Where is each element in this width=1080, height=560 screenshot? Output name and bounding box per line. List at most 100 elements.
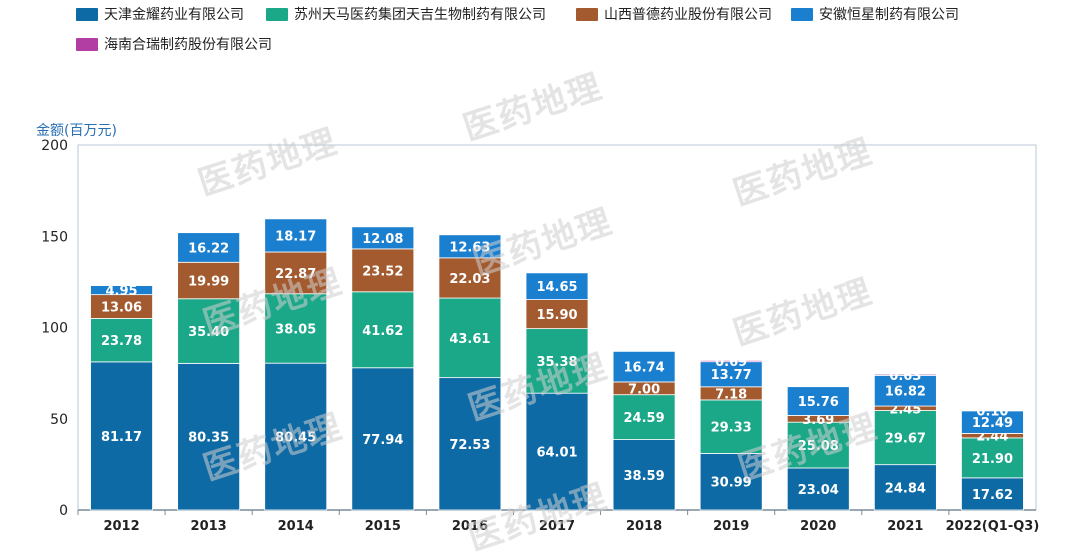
- y-tick-label: 200: [41, 138, 68, 154]
- y-tick-label: 50: [50, 412, 68, 428]
- bar-segment: [264, 218, 328, 253]
- data-label: 14.65: [536, 280, 577, 295]
- bar-segment: [525, 272, 589, 300]
- bar-segment: [786, 421, 850, 469]
- data-label: 12.49: [972, 416, 1013, 431]
- data-label: 16.22: [188, 241, 229, 256]
- y-tick-label: 0: [59, 503, 68, 519]
- x-tick-label: 2014: [278, 519, 314, 534]
- bar-segment: [699, 361, 763, 388]
- data-label: 29.33: [711, 421, 752, 436]
- bar-segment: [351, 226, 415, 250]
- bar-segment: [961, 410, 1024, 412]
- data-label: 12.63: [449, 240, 490, 255]
- bar-segment: [351, 291, 415, 369]
- data-label: 13.77: [711, 368, 752, 383]
- data-label: 13.06: [101, 301, 142, 316]
- bar-segment: [264, 251, 328, 295]
- legend-label: 安徽恒星制药有限公司: [819, 7, 959, 23]
- data-label: 7.00: [628, 382, 660, 397]
- legend-swatch: [76, 7, 98, 21]
- bar-segment: [525, 328, 589, 394]
- bar-segment: [90, 318, 153, 363]
- y-tick-label: 100: [41, 321, 68, 337]
- bar-segment: [438, 297, 502, 379]
- data-label: 4.95: [106, 284, 138, 299]
- stacked-bar-chart: 0 50 100 150 200 2012 81.17 23.78 13.06 4.95 2013 8…: [41, 138, 1040, 534]
- data-label: 64.01: [536, 446, 577, 461]
- data-label: 12.08: [362, 232, 403, 247]
- bar-segment: [786, 467, 850, 511]
- data-label: 38.05: [275, 322, 316, 337]
- legend-item[interactable]: 山西普德药业股份有限公司: [576, 4, 772, 24]
- data-label: 41.62: [362, 324, 403, 339]
- data-label: 25.08: [798, 439, 839, 454]
- bar-segment: [351, 248, 415, 293]
- x-tick-label: 2015: [365, 519, 401, 534]
- data-label: 35.40: [188, 325, 229, 340]
- legend-swatch: [576, 7, 598, 21]
- data-label: 3.69: [802, 413, 834, 428]
- data-label: 77.94: [362, 433, 403, 448]
- data-label: 30.99: [711, 476, 752, 491]
- x-tick-label: 2018: [626, 519, 662, 534]
- bar-segment: [699, 399, 763, 454]
- x-tick-label: 2021: [887, 519, 923, 534]
- data-label: 38.59: [624, 469, 665, 484]
- bar-segment: [699, 360, 763, 363]
- bar-segment: [90, 285, 153, 296]
- legend-label: 山西普德药业股份有限公司: [604, 7, 772, 23]
- x-tick-label: 2017: [539, 519, 575, 534]
- data-label: 0.63: [889, 369, 921, 384]
- bar-segment: [961, 477, 1024, 511]
- bar-segment: [612, 350, 676, 383]
- bar-segment: [177, 261, 241, 300]
- data-label: 0.69: [715, 355, 747, 370]
- bar-segment: [351, 367, 415, 511]
- legend-swatch: [76, 37, 98, 51]
- data-label: 22.87: [275, 267, 316, 282]
- data-label: 35.38: [536, 355, 577, 370]
- data-label: 80.45: [275, 431, 316, 446]
- data-label: 15.76: [798, 395, 839, 410]
- data-label: 0.10: [976, 405, 1008, 420]
- legend-label: 苏州天马医药集团天吉生物制药有限公司: [294, 7, 546, 23]
- bar-segment: [786, 386, 850, 416]
- x-tick-label: 2012: [103, 519, 139, 534]
- data-label: 23.78: [101, 334, 142, 349]
- bar-segment: [699, 453, 763, 511]
- bar-segment: [873, 373, 937, 376]
- data-label: 24.59: [624, 411, 665, 426]
- legend-item[interactable]: 苏州天马医药集团天吉生物制药有限公司: [266, 4, 546, 24]
- data-label: 16.82: [885, 385, 926, 400]
- legend-label: 海南合瑞制药股份有限公司: [104, 37, 272, 53]
- data-label: 23.52: [362, 264, 403, 279]
- data-label: 22.03: [449, 272, 490, 287]
- data-label: 19.99: [188, 275, 229, 290]
- bar-segment: [438, 257, 502, 299]
- legend-item[interactable]: 天津金耀药业有限公司: [76, 4, 244, 24]
- data-label: 43.61: [449, 332, 490, 347]
- bar-segment: [177, 298, 241, 364]
- legend-label: 天津金耀药业有限公司: [104, 7, 244, 23]
- data-label: 72.53: [449, 438, 490, 453]
- bar-segment: [525, 392, 589, 511]
- bar-segment: [612, 394, 676, 440]
- bar-segment: [177, 232, 241, 263]
- data-label: 16.74: [624, 361, 665, 376]
- data-label: 15.90: [536, 308, 577, 323]
- legend-item[interactable]: 海南合瑞制药股份有限公司: [76, 34, 272, 54]
- data-label: 7.18: [715, 387, 747, 402]
- x-tick-label: 2013: [191, 519, 227, 534]
- data-label: 18.17: [275, 229, 316, 244]
- bar-segment: [438, 377, 502, 511]
- x-tick-label: 2020: [800, 519, 836, 534]
- bar-segment: [264, 293, 328, 364]
- bar-segment: [90, 361, 153, 511]
- x-tick-label: 2022(Q1-Q3): [946, 519, 1040, 534]
- legend-item[interactable]: 安徽恒星制药有限公司: [791, 4, 959, 24]
- data-label: 29.67: [885, 432, 926, 447]
- data-label: 24.84: [885, 481, 926, 496]
- y-axis-label: 金额(百万元): [36, 123, 117, 139]
- bar-segment: [961, 437, 1024, 479]
